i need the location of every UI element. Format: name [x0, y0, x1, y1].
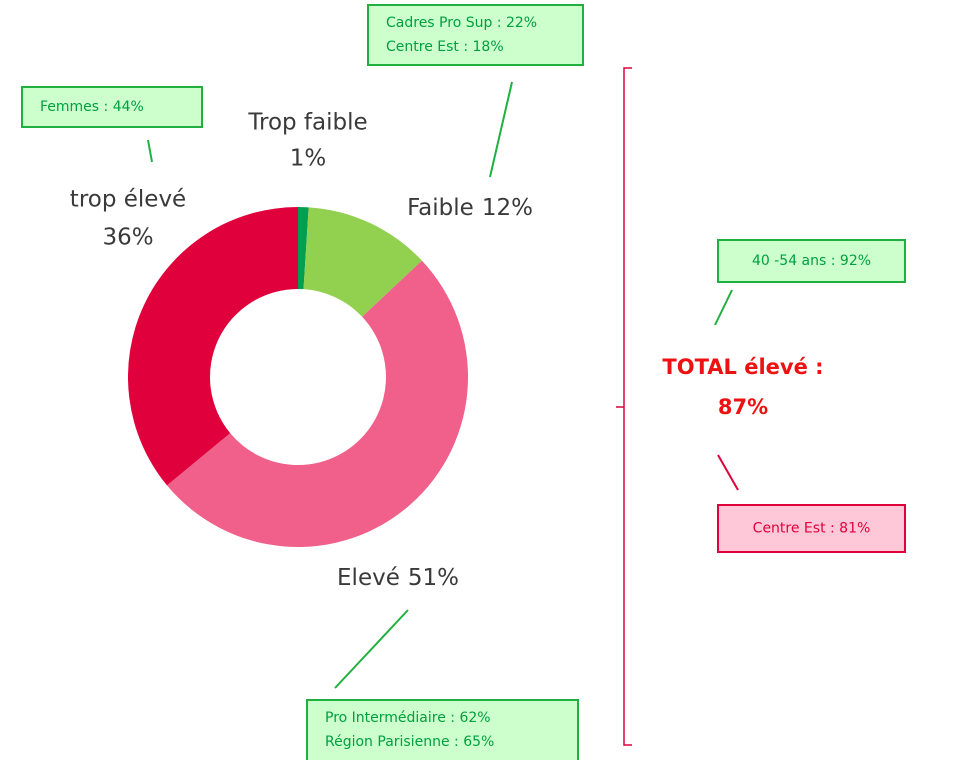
annotation-text: Région Parisienne : 65%: [325, 734, 494, 750]
annotation-text: 40 -54 ans : 92%: [752, 253, 871, 269]
connector: [717, 454, 739, 491]
annotation-box: [367, 4, 584, 66]
annotation-box: [306, 699, 579, 760]
donut-segment: [303, 207, 422, 317]
category-label: Trop faible: [247, 110, 367, 136]
annotation-box: [717, 239, 906, 283]
annotation-text: Femmes : 44%: [40, 99, 144, 115]
donut-segment: [298, 207, 309, 290]
category-label: trop élevé: [70, 187, 186, 213]
value-label: 12%: [482, 195, 533, 221]
donut-segment: [167, 260, 469, 548]
category-label: Faible 12%: [407, 195, 533, 221]
annotation-box: [717, 504, 906, 553]
connector: [147, 139, 153, 163]
annotation-text: Centre Est : 18%: [386, 39, 504, 55]
annotation-text: Cadres Pro Sup : 22%: [386, 15, 537, 31]
connector: [334, 609, 409, 689]
value-label: 1%: [290, 146, 327, 172]
connector: [489, 81, 513, 178]
connector: [714, 289, 733, 326]
category-name: Elevé: [337, 565, 400, 591]
value-label: 36%: [102, 225, 153, 251]
total-value: 87%: [718, 395, 768, 419]
bracket: [616, 67, 632, 746]
value-label: 51%: [408, 565, 459, 591]
annotation-text: Pro Intermédiaire : 62%: [325, 710, 491, 726]
donut-segment: [128, 207, 298, 486]
annotation-box: [21, 86, 203, 128]
annotation-text: Centre Est : 81%: [753, 521, 871, 537]
total-label: TOTAL élevé :: [662, 355, 823, 379]
category-label: Elevé 51%: [337, 565, 459, 591]
category-name: Faible: [407, 195, 474, 221]
